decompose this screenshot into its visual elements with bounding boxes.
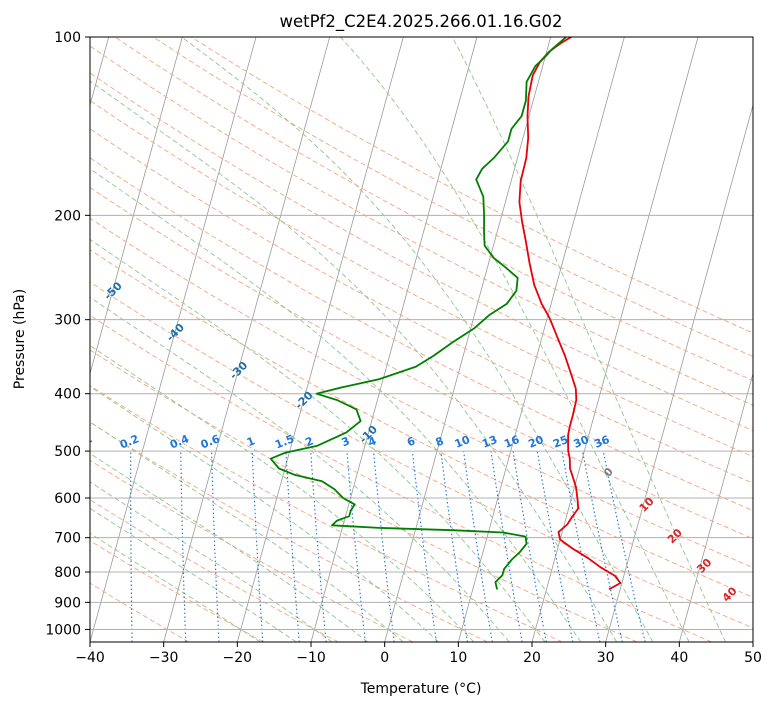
mixing-ratio-line — [411, 451, 437, 642]
dry-adiabat-line — [190, 37, 753, 334]
mixing-ratio-line — [310, 451, 327, 642]
isotherm-line — [163, 37, 331, 642]
moist-adiabat-line — [90, 532, 261, 642]
x-tick-label: −30 — [149, 650, 179, 666]
dry-adiabat-line — [90, 349, 638, 642]
mixing-ratio-line — [581, 450, 623, 642]
mixing-ratio-label: 13 — [480, 433, 499, 451]
isotherm-line — [236, 37, 404, 642]
mixing-ratio-label: 30 — [572, 433, 591, 451]
y-axis: 100 200 300 400 500 600 700 800 900 1000 — [45, 30, 90, 638]
x-tick-label: 30 — [597, 650, 615, 666]
mixing-ratio-line — [463, 451, 493, 642]
background-lines — [90, 37, 753, 642]
dewpoint-line — [269, 37, 567, 590]
mixing-ratio-label: 8 — [434, 434, 446, 449]
dry-adiabat-line — [90, 281, 753, 629]
moist-adiabat-line — [90, 385, 439, 642]
mixing-ratio-label: 36 — [592, 433, 611, 451]
dry-adiabat-line — [90, 314, 712, 642]
dry-adiabat-line — [152, 37, 753, 357]
moist-adiabat-line — [181, 37, 654, 642]
profile-lines — [269, 37, 622, 591]
pressure-grid — [90, 37, 753, 630]
y-tick-label: 300 — [54, 313, 81, 329]
moist-adiabat-line — [90, 481, 333, 642]
mixing-ratio-label: 1 — [245, 434, 257, 449]
moist-adiabat-line — [90, 345, 475, 642]
y-tick-label: 200 — [54, 208, 81, 224]
y-tick-label: 100 — [54, 30, 81, 46]
dry-adiabat-line — [90, 249, 753, 598]
isotherm-line — [457, 37, 625, 642]
y-tick-label: 400 — [54, 387, 81, 403]
x-tick-label: 0 — [380, 650, 389, 666]
moist-adiabat-line — [90, 421, 404, 642]
x-tick-label: −40 — [75, 650, 105, 666]
mixing-ratio-label: 20 — [526, 433, 545, 451]
x-axis: −40 −30 −20 −10 0 10 20 30 40 50 — [75, 642, 762, 666]
isotherm-line — [384, 37, 552, 642]
moist-adiabat-line — [452, 37, 727, 642]
y-axis-label: Pressure (hPa) — [12, 289, 28, 389]
isotherm-line — [605, 103, 753, 642]
x-tick-label: −20 — [223, 650, 253, 666]
dry-adiabat-line — [90, 384, 563, 642]
y-tick-label: 600 — [54, 491, 81, 507]
moist-adiabat-line — [90, 168, 582, 642]
moist-adiabat-line — [340, 37, 690, 642]
x-tick-label: 50 — [744, 650, 762, 666]
x-tick-label: 40 — [670, 650, 688, 666]
x-tick-label: 20 — [523, 650, 541, 666]
mixing-ratio-label: 25 — [551, 433, 570, 451]
mixing-ratio-label: 10 — [453, 433, 472, 451]
isotherm-line — [678, 372, 753, 642]
dry-adiabat-line — [114, 37, 753, 382]
mixing-ratio-line — [602, 450, 646, 642]
plot-frame — [89, 36, 754, 643]
y-tick-label: 1000 — [45, 622, 81, 638]
mixing-ratio-label: 3 — [340, 434, 352, 449]
isotherm-line — [90, 37, 183, 376]
dry-adiabat-line — [90, 499, 339, 642]
x-axis-label: Temperature (°C) — [360, 681, 482, 697]
moist-adiabat-line — [90, 452, 368, 642]
dry-adiabat-line — [90, 421, 488, 642]
temperature-line — [518, 37, 622, 591]
mixing-ratio-label: 0.1 — [71, 432, 94, 451]
y-tick-label: 900 — [54, 595, 81, 611]
moist-adiabat-line — [90, 296, 510, 642]
dry-adiabat-line — [90, 157, 753, 512]
isotherm-line — [531, 37, 699, 642]
mixing-ratio-line — [536, 451, 574, 642]
y-tick-label: 500 — [54, 444, 81, 460]
dry-adiabat-line — [90, 582, 190, 642]
x-tick-label: −10 — [296, 650, 326, 666]
chart-title: wetPf2_C2E4.2025.266.01.16.G02 — [279, 12, 562, 32]
mixing-ratio-line — [440, 451, 469, 642]
y-tick-label: 700 — [54, 531, 81, 547]
moist-adiabat-line — [90, 80, 618, 642]
mixing-ratio-label: 2 — [303, 434, 315, 449]
moist-adiabat-line — [90, 238, 546, 642]
mixing-ratio-line — [372, 451, 395, 642]
mixing-ratio-label: 16 — [502, 433, 521, 451]
mixing-ratio-line — [346, 451, 366, 642]
dry-adiabat-line — [90, 128, 753, 484]
mixing-ratio-line — [561, 451, 601, 642]
y-tick-label: 800 — [54, 565, 81, 581]
x-tick-label: 10 — [449, 650, 467, 666]
moist-adiabat-line — [90, 507, 297, 642]
isotherm-line — [90, 37, 257, 642]
dry-adiabat-line — [90, 100, 753, 458]
dry-adiabat-line — [90, 217, 753, 569]
dry-adiabat-line — [90, 459, 414, 642]
